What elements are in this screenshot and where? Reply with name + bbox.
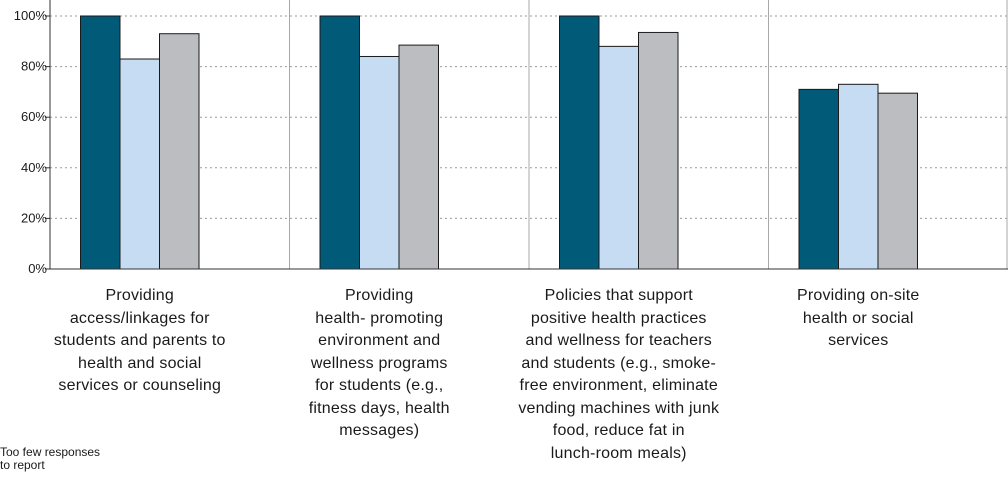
- category-label: Policies that support positive health pra…: [499, 285, 739, 465]
- y-tick-label: 20%: [21, 210, 47, 225]
- bar-chart: 0% 20% 40% 60% 80% 100%: [14, 0, 1008, 276]
- bar: [838, 83, 879, 270]
- category-label-line: messages): [339, 422, 420, 439]
- footnote: Too few responses to report: [0, 446, 160, 472]
- category-label-line: services or counseling: [58, 377, 222, 394]
- y-tick-label: 0%: [28, 261, 47, 276]
- category-label: Providing health- promoting environment an…: [259, 285, 499, 443]
- bar: [798, 88, 839, 270]
- category-label-line: Providing: [105, 287, 174, 304]
- category-label-line: services: [828, 332, 889, 349]
- y-tick-label: 40%: [21, 160, 47, 175]
- bar: [638, 31, 679, 270]
- category-label-line: vending machines with junk: [518, 399, 720, 417]
- category-label: Providing on-site health or social service…: [738, 285, 978, 353]
- bar: [559, 15, 600, 270]
- y-tick-label: 80%: [21, 59, 47, 74]
- category-label-line: food, reduce fat in: [552, 422, 685, 439]
- category-label-line: environment and: [318, 332, 441, 349]
- bar: [398, 44, 439, 270]
- category-label-line: access/linkages for: [69, 309, 210, 327]
- category-label-line: fitness days, health: [308, 399, 450, 417]
- category-label-line: health or social: [802, 309, 914, 327]
- category-label-line: Policies that support: [544, 287, 693, 304]
- footnote-line-2: to report: [0, 458, 45, 472]
- y-tick-label: 100%: [14, 8, 48, 23]
- footnote-line-1: Too few responses: [0, 445, 101, 459]
- bar: [159, 33, 200, 270]
- category-label-line: lunch-room meals): [550, 444, 687, 462]
- category-label-line: free environment, eliminate: [519, 377, 718, 394]
- bar: [359, 55, 400, 270]
- y-tick-label: 60%: [21, 109, 47, 124]
- category-label-line: wellness programs: [310, 354, 448, 372]
- bar: [119, 58, 160, 270]
- bar: [319, 15, 360, 270]
- category-label-line: positive health practices: [530, 309, 707, 327]
- category-label-line: Providing on-site: [796, 287, 920, 304]
- category-label-line: health- promoting: [315, 309, 444, 327]
- category-label: Providing access/linkages for students and…: [20, 285, 260, 398]
- category-label-line: students and parents to: [53, 332, 226, 349]
- category-label-line: and students (e.g., smoke-: [521, 354, 717, 372]
- bar: [598, 45, 639, 270]
- bar: [877, 92, 918, 270]
- category-label-line: for students (e.g.,: [315, 377, 444, 394]
- bar: [80, 15, 121, 270]
- category-label-line: Providing: [344, 287, 414, 304]
- category-label-line: health and social: [78, 354, 202, 372]
- category-label-line: and wellness for teachers: [525, 332, 712, 349]
